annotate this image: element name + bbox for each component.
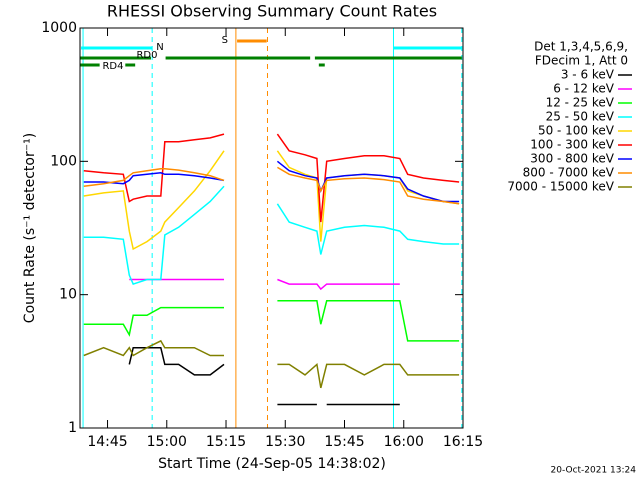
x-tick-label: 16:15 [443, 434, 483, 450]
x-tick-label: 15:15 [206, 434, 246, 450]
legend-label: 3 - 6 keV [561, 68, 615, 82]
legend-header: Det 1,3,4,5,6,9, [534, 40, 628, 54]
series-line [83, 160, 460, 203]
footer: 20-Oct-2021 13:24 [551, 466, 637, 476]
annotation-label: S [222, 35, 228, 46]
series-line [83, 133, 460, 223]
legend-label: 12 - 25 keV [546, 96, 615, 110]
series-line [83, 185, 460, 286]
series-line [129, 278, 400, 291]
legend-label: 50 - 100 keV [538, 124, 615, 138]
series-line [83, 300, 460, 342]
x-tick-label: 16:00 [384, 434, 424, 450]
y-tick-label: 100 [50, 153, 77, 169]
x-axis-label: Start Time (24-Sep-05 14:38:02) [158, 456, 386, 472]
series-line [83, 339, 460, 389]
x-tick-label: 14:45 [87, 434, 127, 450]
y-tick-label: 1000 [41, 20, 77, 36]
series-line [128, 346, 400, 406]
legend-label: 300 - 800 keV [530, 152, 614, 166]
legend-label: 800 - 7000 keV [523, 166, 615, 180]
annotation-label: RD0 [136, 50, 157, 61]
y-tick-label: 1 [68, 420, 77, 436]
x-tick-label: 15:45 [324, 434, 364, 450]
annotation-label: N [156, 42, 163, 53]
plot-frame [79, 27, 464, 429]
legend-label: 7000 - 15000 keV [507, 180, 614, 194]
y-tick-label: 10 [59, 287, 77, 303]
chart-title: RHESSI Observing Summary Count Rates [107, 2, 437, 21]
y-axis-label: Count Rate (s⁻¹ detector⁻¹) [22, 133, 38, 323]
legend-label: 25 - 50 keV [546, 110, 615, 124]
x-tick-label: 15:00 [147, 434, 187, 450]
legend-header: FDecim 1, Att 0 [535, 54, 628, 68]
x-tick-label: 15:30 [265, 434, 305, 450]
annotation-label: RD4 [102, 61, 123, 72]
legend-label: 6 - 12 keV [553, 82, 615, 96]
series-line [83, 166, 460, 205]
legend-label: 100 - 300 keV [530, 138, 614, 152]
